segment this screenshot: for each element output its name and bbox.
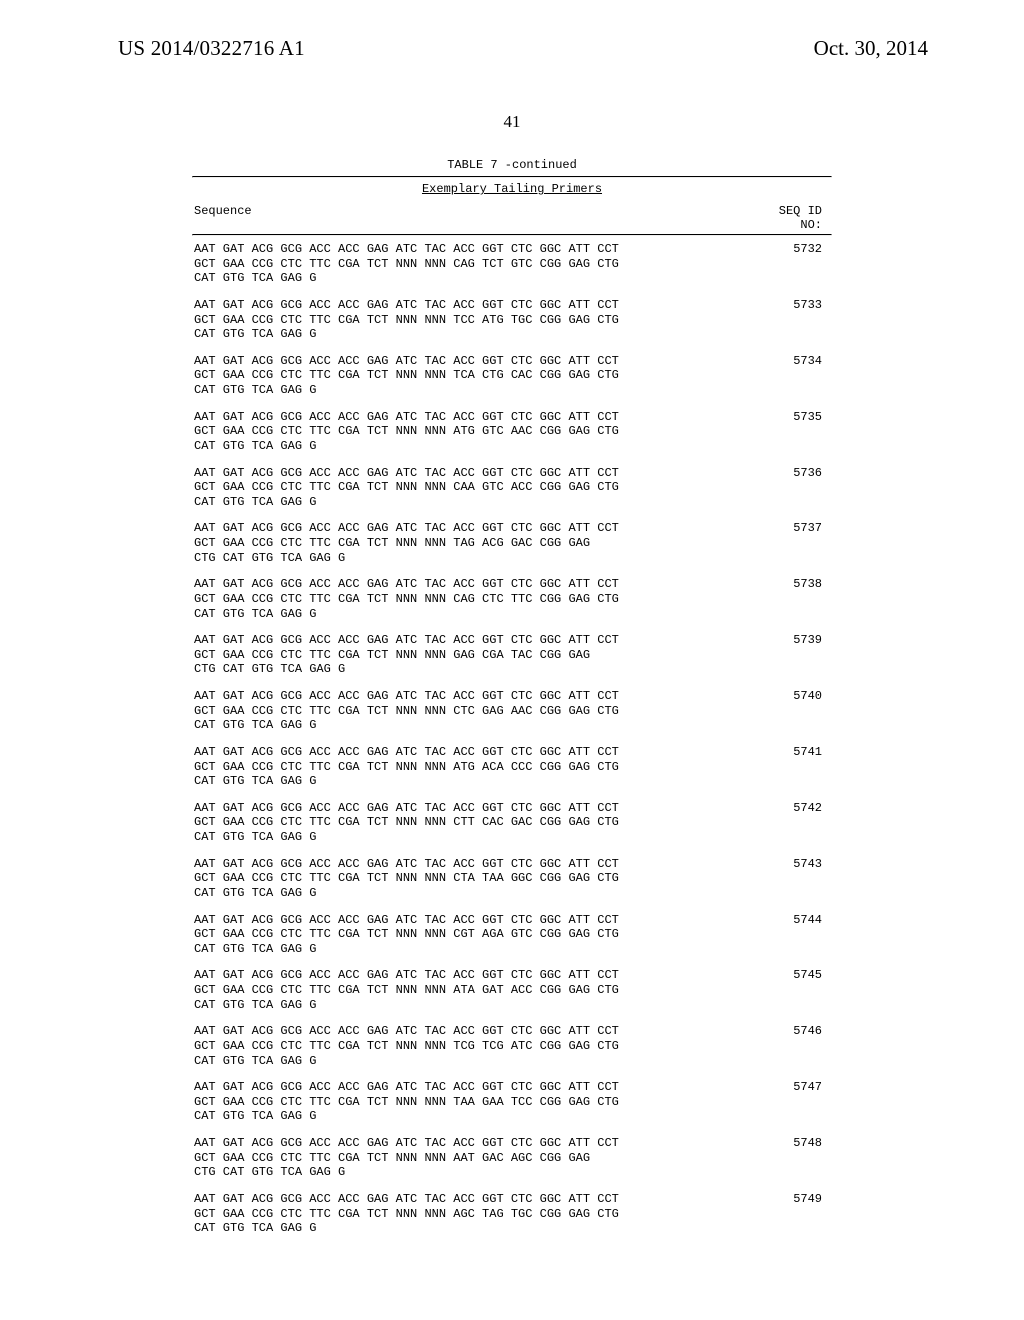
seqid-cell: 5733 — [762, 298, 822, 313]
seqid-cell: 5743 — [762, 857, 822, 872]
sequence-cell: AAT GAT ACG GCG ACC ACC GAG ATC TAC ACC … — [194, 521, 619, 565]
seqid-cell: 5745 — [762, 968, 822, 983]
sequence-cell: AAT GAT ACG GCG ACC ACC GAG ATC TAC ACC … — [194, 968, 619, 1012]
sequence-cell: AAT GAT ACG GCG ACC ACC GAG ATC TAC ACC … — [194, 633, 619, 677]
sequence-cell: AAT GAT ACG GCG ACC ACC GAG ATC TAC ACC … — [194, 1024, 619, 1068]
table-row: AAT GAT ACG GCG ACC ACC GAG ATC TAC ACC … — [192, 962, 832, 1018]
table-row: AAT GAT ACG GCG ACC ACC GAG ATC TAC ACC … — [192, 683, 832, 739]
colhead-seqid-line2: NO: — [800, 218, 822, 232]
table-row: AAT GAT ACG GCG ACC ACC GAG ATC TAC ACC … — [192, 404, 832, 460]
sequence-cell: AAT GAT ACG GCG ACC ACC GAG ATC TAC ACC … — [194, 298, 619, 342]
seqid-cell: 5735 — [762, 410, 822, 425]
sequence-cell: AAT GAT ACG GCG ACC ACC GAG ATC TAC ACC … — [194, 913, 619, 957]
seqid-cell: 5749 — [762, 1192, 822, 1207]
sequence-cell: AAT GAT ACG GCG ACC ACC GAG ATC TAC ACC … — [194, 242, 619, 286]
seqid-cell: 5736 — [762, 466, 822, 481]
table-row: AAT GAT ACG GCG ACC ACC GAG ATC TAC ACC … — [192, 1186, 832, 1242]
seqid-cell: 5741 — [762, 745, 822, 760]
table-row: AAT GAT ACG GCG ACC ACC GAG ATC TAC ACC … — [192, 851, 832, 907]
table: Exemplary Tailing Primers Sequence SEQ I… — [192, 176, 832, 1242]
patent-number: US 2014/0322716 A1 — [118, 36, 305, 61]
seqid-cell: 5748 — [762, 1136, 822, 1151]
table-row: AAT GAT ACG GCG ACC ACC GAG ATC TAC ACC … — [192, 348, 832, 404]
seqid-cell: 5732 — [762, 242, 822, 257]
table-row: AAT GAT ACG GCG ACC ACC GAG ATC TAC ACC … — [192, 1130, 832, 1186]
table-row: AAT GAT ACG GCG ACC ACC GAG ATC TAC ACC … — [192, 1074, 832, 1130]
seqid-cell: 5734 — [762, 354, 822, 369]
sequence-cell: AAT GAT ACG GCG ACC ACC GAG ATC TAC ACC … — [194, 689, 619, 733]
table-row: AAT GAT ACG GCG ACC ACC GAG ATC TAC ACC … — [192, 515, 832, 571]
seqid-cell: 5744 — [762, 913, 822, 928]
table-row: AAT GAT ACG GCG ACC ACC GAG ATC TAC ACC … — [192, 1018, 832, 1074]
sequence-cell: AAT GAT ACG GCG ACC ACC GAG ATC TAC ACC … — [194, 466, 619, 510]
colhead-seqid-line1: SEQ ID — [779, 204, 822, 218]
seqid-cell: 5740 — [762, 689, 822, 704]
seqid-cell: 5742 — [762, 801, 822, 816]
seqid-cell: 5747 — [762, 1080, 822, 1095]
table-caption: TABLE 7 -continued — [0, 158, 1024, 172]
sequence-cell: AAT GAT ACG GCG ACC ACC GAG ATC TAC ACC … — [194, 577, 619, 621]
seqid-cell: 5746 — [762, 1024, 822, 1039]
table-row: AAT GAT ACG GCG ACC ACC GAG ATC TAC ACC … — [192, 292, 832, 348]
sequence-cell: AAT GAT ACG GCG ACC ACC GAG ATC TAC ACC … — [194, 1080, 619, 1124]
seqid-cell: 5738 — [762, 577, 822, 592]
colhead-sequence: Sequence — [194, 204, 252, 232]
seqid-cell: 5739 — [762, 633, 822, 648]
header-date: Oct. 30, 2014 — [814, 36, 928, 61]
table-row: AAT GAT ACG GCG ACC ACC GAG ATC TAC ACC … — [192, 236, 832, 292]
table-row: AAT GAT ACG GCG ACC ACC GAG ATC TAC ACC … — [192, 739, 832, 795]
table-row: AAT GAT ACG GCG ACC ACC GAG ATC TAC ACC … — [192, 795, 832, 851]
table-row: AAT GAT ACG GCG ACC ACC GAG ATC TAC ACC … — [192, 460, 832, 516]
sequence-cell: AAT GAT ACG GCG ACC ACC GAG ATC TAC ACC … — [194, 1136, 619, 1180]
table-row: AAT GAT ACG GCG ACC ACC GAG ATC TAC ACC … — [192, 571, 832, 627]
table-subheading: Exemplary Tailing Primers — [192, 178, 832, 200]
table-row: AAT GAT ACG GCG ACC ACC GAG ATC TAC ACC … — [192, 627, 832, 683]
table-column-headers: Sequence SEQ ID NO: — [192, 200, 832, 234]
sequence-cell: AAT GAT ACG GCG ACC ACC GAG ATC TAC ACC … — [194, 801, 619, 845]
table-body: AAT GAT ACG GCG ACC ACC GAG ATC TAC ACC … — [192, 236, 832, 1242]
page-number: 41 — [0, 112, 1024, 132]
sequence-cell: AAT GAT ACG GCG ACC ACC GAG ATC TAC ACC … — [194, 745, 619, 789]
sequence-cell: AAT GAT ACG GCG ACC ACC GAG ATC TAC ACC … — [194, 1192, 619, 1236]
table-row: AAT GAT ACG GCG ACC ACC GAG ATC TAC ACC … — [192, 907, 832, 963]
sequence-cell: AAT GAT ACG GCG ACC ACC GAG ATC TAC ACC … — [194, 857, 619, 901]
sequence-cell: AAT GAT ACG GCG ACC ACC GAG ATC TAC ACC … — [194, 354, 619, 398]
seqid-cell: 5737 — [762, 521, 822, 536]
sequence-cell: AAT GAT ACG GCG ACC ACC GAG ATC TAC ACC … — [194, 410, 619, 454]
colhead-seqid: SEQ ID NO: — [779, 204, 822, 232]
